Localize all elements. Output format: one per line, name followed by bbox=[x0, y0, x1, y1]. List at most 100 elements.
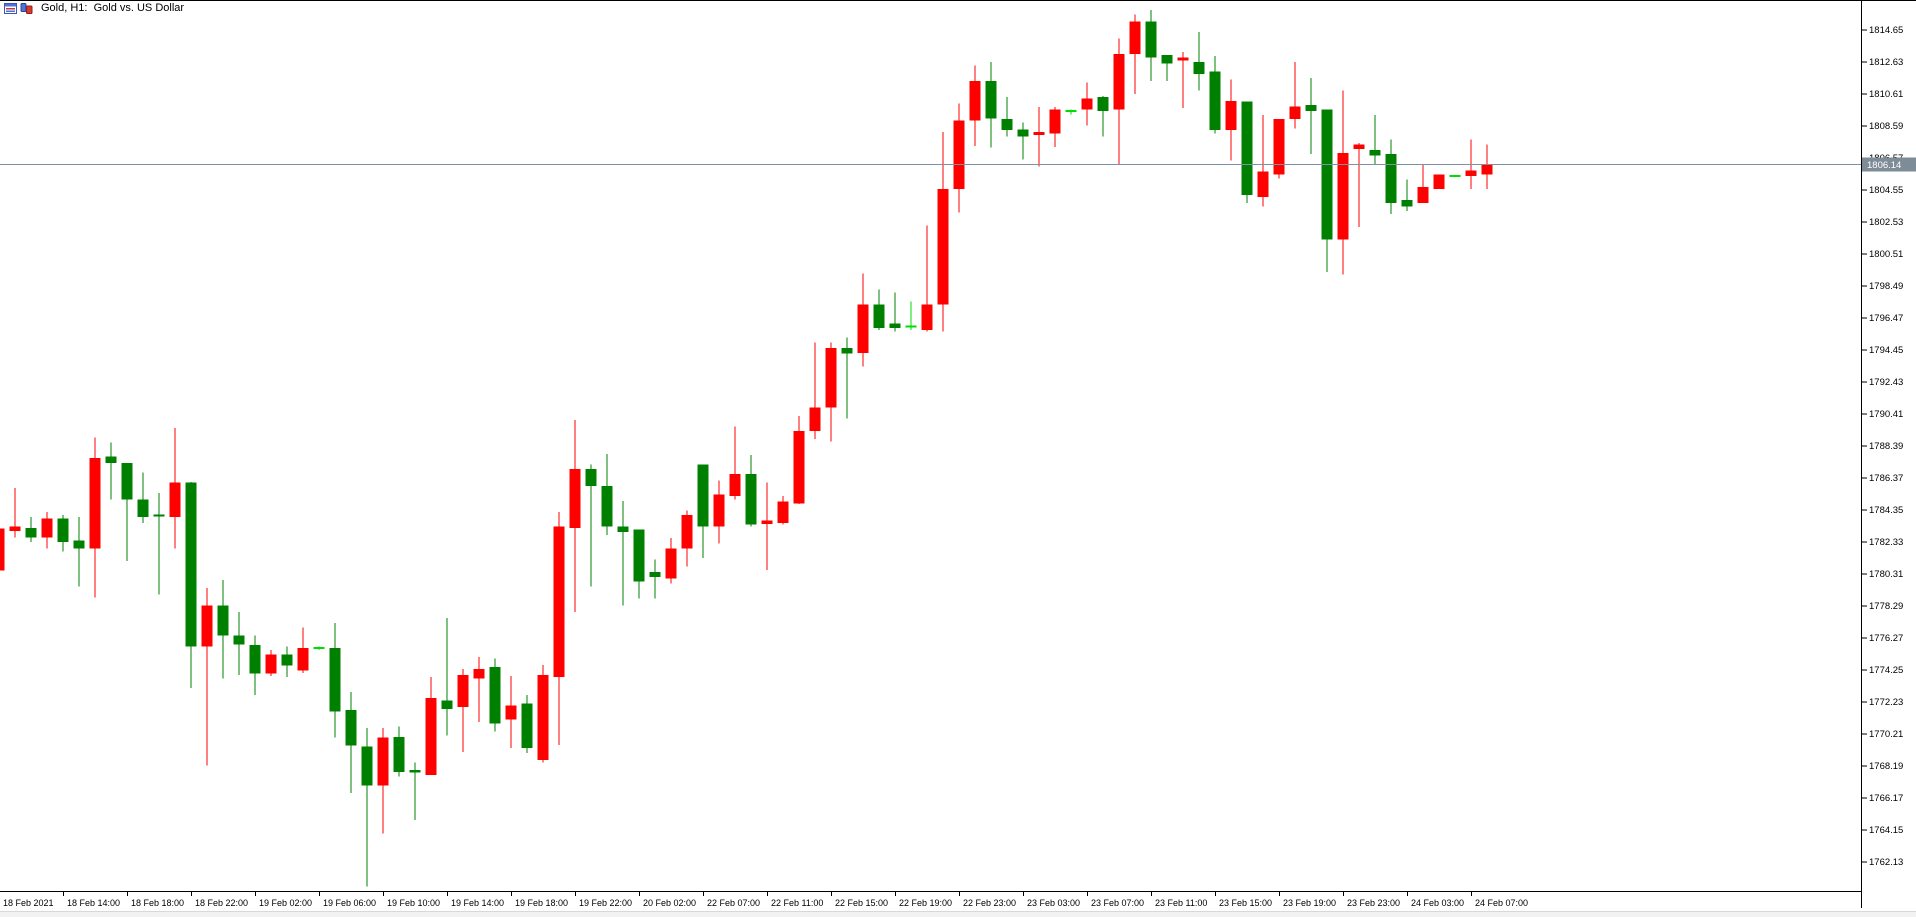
candle-body bbox=[1065, 110, 1077, 113]
candle-body bbox=[937, 188, 949, 305]
candle-body bbox=[745, 473, 757, 525]
candle-body bbox=[921, 304, 933, 330]
candle-body bbox=[1145, 21, 1157, 58]
candle-body bbox=[889, 323, 901, 329]
candle-wick bbox=[1198, 32, 1200, 91]
candle-wick bbox=[446, 618, 448, 736]
candle-body bbox=[0, 528, 5, 571]
candle-body bbox=[1273, 119, 1285, 175]
candle-body bbox=[345, 710, 357, 746]
time-tick-label: 18 Feb 14:00 bbox=[67, 898, 120, 908]
candle-wick bbox=[462, 668, 464, 753]
price-tick-label: 1772.23 bbox=[1869, 697, 1903, 708]
candle-body bbox=[1337, 153, 1349, 240]
candle-body bbox=[1033, 131, 1045, 135]
candle-body bbox=[761, 520, 773, 524]
candles-layer bbox=[0, 9, 1493, 887]
candle-body bbox=[57, 518, 69, 543]
current-price-badge: 1806.14 bbox=[1862, 157, 1916, 172]
candle-body bbox=[1097, 96, 1109, 112]
price-tick-label: 1776.27 bbox=[1869, 633, 1903, 644]
candle-wick bbox=[78, 516, 80, 587]
time-tick-label: 19 Feb 22:00 bbox=[579, 898, 632, 908]
candle-wick bbox=[14, 488, 16, 538]
price-tick-label: 1812.63 bbox=[1869, 57, 1903, 68]
candle-body bbox=[617, 526, 629, 532]
price-tick-label: 1804.55 bbox=[1869, 185, 1903, 196]
candle-body bbox=[1289, 106, 1301, 120]
candle-body bbox=[1417, 187, 1429, 204]
price-tick-label: 1768.19 bbox=[1869, 761, 1903, 772]
price-tick-label: 1784.35 bbox=[1869, 505, 1903, 516]
candle-wick bbox=[206, 588, 208, 766]
candle-body bbox=[169, 482, 181, 517]
time-tick-label: 23 Feb 19:00 bbox=[1283, 898, 1336, 908]
candle-body bbox=[1401, 199, 1413, 207]
candle-body bbox=[665, 548, 677, 579]
candle-wick bbox=[894, 292, 896, 332]
candle-body bbox=[217, 605, 229, 636]
time-tick-label: 19 Feb 06:00 bbox=[323, 898, 376, 908]
candle-wick bbox=[590, 464, 592, 587]
candle-body bbox=[953, 120, 965, 189]
candle-body bbox=[313, 647, 325, 650]
price-tick-label: 1766.17 bbox=[1869, 793, 1903, 804]
candle-wick bbox=[1182, 51, 1184, 109]
price-tick-label: 1762.13 bbox=[1869, 857, 1903, 868]
candle-body bbox=[633, 529, 645, 582]
time-tick-label: 23 Feb 11:00 bbox=[1155, 898, 1207, 908]
time-axis[interactable]: 18 Feb 2021 18 Feb 14:00 18 Feb 18:00 18 Fe… bbox=[0, 892, 1528, 908]
candle-wick bbox=[1310, 77, 1312, 154]
candle-body bbox=[1321, 109, 1333, 240]
time-tick-label: 24 Feb 03:00 bbox=[1411, 898, 1464, 908]
candle-body bbox=[1385, 153, 1397, 204]
time-tick-label: 24 Feb 07:00 bbox=[1475, 898, 1528, 908]
candle-body bbox=[1161, 54, 1173, 64]
candle-body bbox=[361, 746, 373, 786]
price-tick-label: 1808.59 bbox=[1869, 121, 1903, 132]
price-tick-label: 1764.15 bbox=[1869, 825, 1903, 836]
price-tick-label: 1796.47 bbox=[1869, 313, 1903, 324]
candle-wick bbox=[1358, 142, 1360, 227]
candle-body bbox=[697, 464, 709, 527]
price-tick-label: 1814.65 bbox=[1869, 25, 1903, 36]
candle-body bbox=[1433, 174, 1445, 189]
candle-body bbox=[713, 494, 725, 527]
candle-body bbox=[121, 462, 133, 500]
time-tick-label: 22 Feb 19:00 bbox=[899, 898, 952, 908]
candle-body bbox=[1257, 171, 1269, 197]
price-axis[interactable]: 1814.651812.631810.611808.591806.571804.… bbox=[1862, 25, 1903, 868]
bar-chart-icon bbox=[20, 2, 33, 14]
candle-body bbox=[377, 737, 389, 786]
candle-body bbox=[185, 482, 197, 647]
candle-body bbox=[233, 635, 245, 645]
candle-body bbox=[1449, 175, 1461, 178]
candle-wick bbox=[1262, 115, 1264, 207]
candle-body bbox=[1177, 57, 1189, 61]
candle-body bbox=[857, 304, 869, 353]
candle-body bbox=[585, 469, 597, 486]
candle-wick bbox=[846, 337, 848, 419]
candle-body bbox=[1369, 150, 1381, 156]
candle-body bbox=[1481, 164, 1493, 175]
candle-body bbox=[473, 668, 485, 679]
price-tick-label: 1780.31 bbox=[1869, 569, 1903, 580]
candle-wick bbox=[814, 342, 816, 440]
candle-body bbox=[281, 654, 293, 666]
candle-body bbox=[505, 705, 517, 720]
candle-body bbox=[1465, 170, 1477, 177]
candle-wick bbox=[366, 728, 368, 887]
time-tick-label: 23 Feb 23:00 bbox=[1347, 898, 1400, 908]
candle-wick bbox=[1422, 165, 1424, 204]
candle-body bbox=[297, 648, 309, 671]
candle-body bbox=[809, 407, 821, 432]
candle-body bbox=[1001, 119, 1013, 131]
candle-wick bbox=[1294, 62, 1296, 129]
chart-window-icon bbox=[4, 2, 17, 14]
time-tick-label: 22 Feb 15:00 bbox=[835, 898, 888, 908]
time-tick-label: 18 Feb 22:00 bbox=[195, 898, 248, 908]
candle-body bbox=[969, 81, 981, 121]
candle-body bbox=[329, 648, 341, 712]
